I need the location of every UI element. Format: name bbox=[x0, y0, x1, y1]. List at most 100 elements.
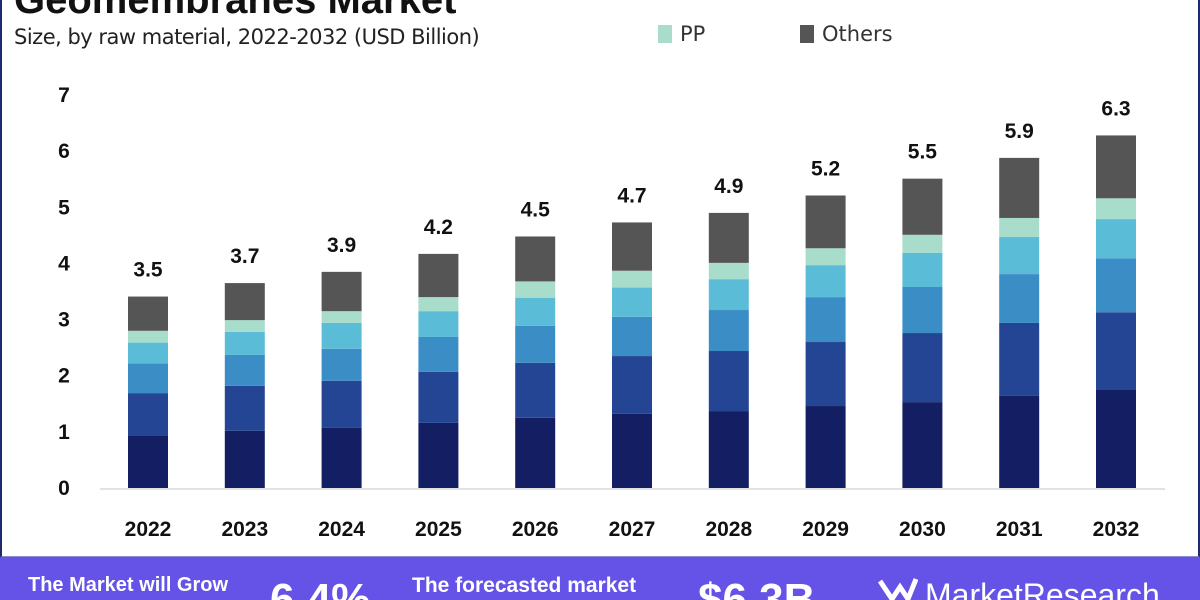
data-label: 3.7 bbox=[230, 245, 259, 268]
bar-segment-series-3 bbox=[128, 363, 168, 394]
bar-segment-series-2 bbox=[418, 371, 459, 423]
bar-segment-series-2 bbox=[128, 393, 168, 436]
data-label: 4.2 bbox=[424, 216, 453, 239]
data-label: 4.5 bbox=[521, 198, 551, 221]
bar-segment-series-1 bbox=[418, 422, 459, 488]
bar-segment-series-1 bbox=[515, 417, 556, 488]
cagr-value: 6.4% bbox=[270, 575, 371, 600]
bar-segment-series-3 bbox=[902, 287, 943, 334]
data-label: 4.7 bbox=[617, 184, 646, 207]
x-tick-label: 2031 bbox=[996, 518, 1043, 541]
chart-title: Geomembranes Market bbox=[14, 0, 457, 22]
bar-segment-series-4 bbox=[224, 331, 265, 355]
brand-name: MarketResearch bbox=[925, 577, 1160, 600]
summary-banner: The Market will Grow 6.4% The forecasted… bbox=[0, 557, 1200, 600]
bar-segment-series-1 bbox=[224, 430, 265, 488]
legend-item-others: Others bbox=[800, 22, 893, 46]
bar-segment-series-4 bbox=[418, 311, 459, 337]
brand-logo-icon bbox=[878, 578, 918, 600]
bar-segment-others bbox=[612, 222, 652, 271]
bar-segment-series-1 bbox=[805, 406, 846, 488]
bar-segment-series-2 bbox=[612, 356, 652, 414]
data-label: 5.9 bbox=[1005, 120, 1034, 143]
x-tick-label: 2032 bbox=[1093, 518, 1140, 541]
bar-segment-series-3 bbox=[1096, 258, 1136, 313]
bar-segment-others bbox=[902, 178, 943, 235]
bar-segment-series-4 bbox=[999, 237, 1040, 275]
legend-label: PP bbox=[680, 22, 706, 46]
bar-segment-series-1 bbox=[708, 411, 749, 488]
bar-segment-series-4 bbox=[1096, 219, 1136, 259]
y-tick-label: 0 bbox=[58, 477, 70, 500]
bar-segment-series-3 bbox=[612, 316, 652, 357]
bar-segment-series-2 bbox=[902, 333, 943, 403]
bar-segment-others bbox=[1096, 135, 1136, 199]
chart-subtitle: Size, by raw material, 2022-2032 (USD Bi… bbox=[14, 25, 480, 49]
bar-segment-series-1 bbox=[999, 395, 1040, 488]
bar-segment-series-1 bbox=[1096, 389, 1136, 488]
legend-item-pp: PP bbox=[658, 22, 705, 46]
x-tick-label: 2027 bbox=[609, 518, 656, 541]
bar-segment-pp bbox=[1096, 198, 1136, 220]
bar-segment-series-3 bbox=[515, 325, 556, 363]
bar-segment-pp bbox=[708, 262, 749, 280]
bar-segment-pp bbox=[321, 311, 362, 323]
bar-segment-series-4 bbox=[612, 287, 652, 317]
bar-segment-others bbox=[515, 236, 556, 282]
y-tick-label: 3 bbox=[58, 309, 70, 332]
y-tick-label: 1 bbox=[58, 421, 70, 444]
bar-segment-series-3 bbox=[999, 274, 1040, 323]
bar-segment-pp bbox=[224, 320, 265, 332]
bar-segment-others bbox=[805, 195, 846, 249]
bar-segment-pp bbox=[128, 330, 168, 343]
bar-segment-pp bbox=[999, 217, 1040, 238]
x-tick-label: 2030 bbox=[899, 518, 946, 541]
grow-text: The Market will Grow bbox=[28, 574, 229, 596]
legend-label: Others bbox=[822, 22, 893, 46]
x-tick-label: 2024 bbox=[318, 518, 365, 541]
data-label: 5.5 bbox=[908, 141, 938, 164]
bar-segment-pp bbox=[902, 234, 943, 253]
bar-segment-pp bbox=[418, 297, 459, 312]
bar-segment-series-2 bbox=[224, 385, 265, 431]
bar-segment-series-4 bbox=[805, 265, 846, 298]
bar-segment-series-1 bbox=[902, 402, 943, 488]
bar-segment-series-2 bbox=[515, 362, 556, 418]
bar-segment-series-4 bbox=[128, 342, 168, 364]
bar-segment-pp bbox=[515, 281, 556, 298]
bar-segment-others bbox=[999, 157, 1040, 218]
bar-segment-others bbox=[321, 271, 362, 312]
data-label: 5.2 bbox=[811, 157, 840, 180]
bar-segment-others bbox=[708, 212, 749, 263]
bar-segment-series-3 bbox=[224, 354, 265, 386]
bar-segment-series-1 bbox=[612, 413, 652, 488]
bar-segment-series-3 bbox=[321, 348, 362, 381]
x-tick-label: 2025 bbox=[415, 518, 462, 541]
forecast-value: $6.3B bbox=[698, 575, 816, 600]
data-label: 6.3 bbox=[1101, 97, 1130, 120]
bar-segment-series-1 bbox=[128, 435, 168, 488]
x-tick-label: 2022 bbox=[125, 518, 172, 541]
y-tick-label: 4 bbox=[58, 252, 70, 275]
bar-segment-series-2 bbox=[321, 380, 362, 428]
bar-segment-series-4 bbox=[708, 279, 749, 311]
bar-segment-series-3 bbox=[805, 297, 846, 343]
data-label: 4.9 bbox=[714, 175, 743, 198]
bar-segment-series-2 bbox=[1096, 312, 1136, 390]
data-label: 3.9 bbox=[327, 234, 356, 257]
x-tick-label: 2029 bbox=[802, 518, 849, 541]
legend-swatch-others bbox=[800, 25, 814, 43]
stacked-bar-chart: 0 1 2 3 4 5 6 7 3.5 2022 3.7 2023 3.9 2024 4.2 2025 4.5 2… bbox=[58, 84, 1165, 541]
bar-segment-series-2 bbox=[805, 342, 846, 407]
bar-segment-series-2 bbox=[708, 351, 749, 412]
legend-swatch-pp bbox=[658, 25, 672, 43]
bar-segment-series-4 bbox=[902, 252, 943, 288]
bar-segment-others bbox=[128, 296, 168, 331]
x-tick-label: 2026 bbox=[512, 518, 559, 541]
bar-segment-series-4 bbox=[321, 322, 362, 349]
bar-segment-pp bbox=[805, 248, 846, 266]
forecast-text: The forecasted market bbox=[412, 574, 637, 597]
bar-segment-series-3 bbox=[708, 310, 749, 352]
bar-segment-series-1 bbox=[321, 427, 362, 488]
bar-segment-series-4 bbox=[515, 297, 556, 326]
